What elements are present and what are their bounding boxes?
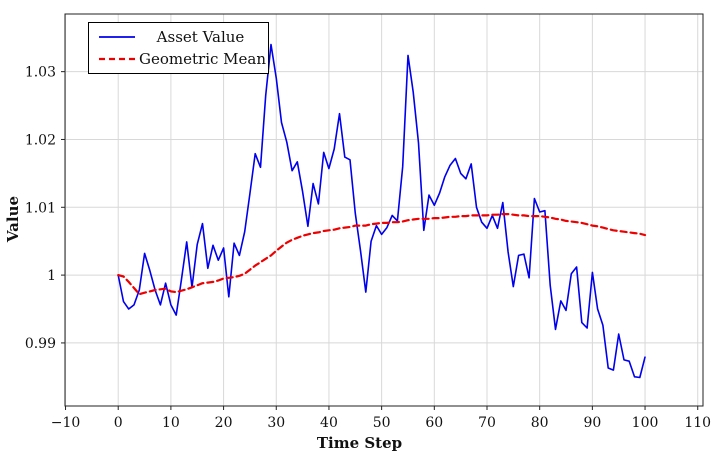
x-tick-label: 90 — [583, 415, 601, 431]
y-tick-label: 1 — [47, 268, 56, 284]
legend-entry-asset-value: Asset Value — [95, 26, 262, 48]
x-tick-label: 30 — [267, 415, 285, 431]
series-line-geometric-mean — [117, 213, 647, 296]
x-tick-label: 50 — [373, 415, 391, 431]
x-tick-labels: −10 0 10 20 30 40 50 60 70 80 90 100 110 — [51, 415, 711, 431]
x-tick-label: 10 — [162, 415, 180, 431]
x-tick-label: 110 — [684, 415, 711, 431]
plot-border — [64, 13, 704, 407]
asset-value-line-swatch — [99, 35, 135, 38]
x-tick-label: 0 — [114, 415, 123, 431]
y-tick-label: 0.99 — [25, 336, 56, 352]
x-tick-label: −10 — [51, 415, 81, 431]
y-axis-title: Value — [4, 195, 22, 243]
x-tick-label: 60 — [425, 415, 443, 431]
x-axis-title: Time Step — [316, 434, 403, 452]
vertical-gridlines — [65, 14, 699, 406]
x-tick-label: 100 — [632, 415, 659, 431]
legend-label-asset-value: Asset Value — [156, 27, 245, 46]
y-tick-label: 1.01 — [25, 200, 56, 216]
axis-tick-marks — [61, 71, 699, 410]
x-tick-label: 70 — [478, 415, 496, 431]
geometric-mean-line-swatch — [99, 58, 135, 61]
x-tick-label: 80 — [531, 415, 549, 431]
legend-entry-geometric-mean: Geometric Mean — [95, 48, 266, 70]
y-tick-label: 1.02 — [25, 132, 56, 148]
y-tick-labels: 0.99 1 1.01 1.02 1.03 — [25, 65, 56, 352]
series-line-asset-value — [117, 43, 646, 379]
series-lines — [117, 43, 647, 379]
y-tick-label: 1.03 — [25, 65, 56, 81]
x-tick-label: 40 — [320, 415, 338, 431]
legend-label-geometric-mean: Geometric Mean — [139, 50, 266, 69]
x-tick-label: 20 — [215, 415, 233, 431]
horizontal-gridlines — [65, 71, 703, 344]
legend-box: Asset Value Geometric Mean — [88, 22, 269, 74]
